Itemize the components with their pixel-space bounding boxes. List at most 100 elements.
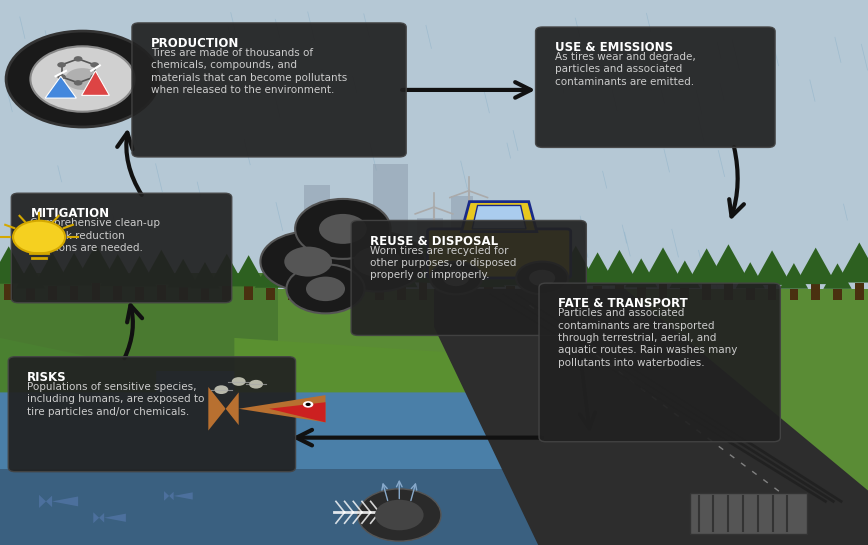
Circle shape xyxy=(74,56,82,62)
Polygon shape xyxy=(434,289,868,545)
Circle shape xyxy=(249,380,263,389)
Polygon shape xyxy=(16,262,45,288)
Text: Populations of sensitive species,
including humans, are exposed to
tire particle: Populations of sensitive species, includ… xyxy=(27,382,205,416)
Polygon shape xyxy=(52,496,78,506)
Polygon shape xyxy=(100,254,135,286)
Bar xyxy=(790,289,799,300)
Bar xyxy=(266,288,275,300)
Bar xyxy=(528,283,536,300)
Polygon shape xyxy=(535,250,574,284)
Circle shape xyxy=(443,270,469,286)
Polygon shape xyxy=(104,513,126,522)
Circle shape xyxy=(90,74,99,80)
Bar xyxy=(48,286,56,300)
Bar xyxy=(417,218,443,262)
Bar xyxy=(0,371,564,545)
Polygon shape xyxy=(234,338,477,392)
Polygon shape xyxy=(555,246,597,283)
Bar xyxy=(549,284,558,300)
Bar xyxy=(724,283,733,300)
Text: RISKS: RISKS xyxy=(27,371,67,384)
Circle shape xyxy=(74,80,82,86)
FancyBboxPatch shape xyxy=(11,193,232,303)
Polygon shape xyxy=(687,249,727,284)
FancyBboxPatch shape xyxy=(690,493,807,534)
Bar xyxy=(681,288,689,300)
Circle shape xyxy=(529,270,556,286)
Bar xyxy=(339,207,360,262)
Polygon shape xyxy=(824,263,852,289)
Bar xyxy=(767,285,776,300)
Text: PRODUCTION: PRODUCTION xyxy=(151,37,240,50)
Bar xyxy=(397,287,405,300)
Bar xyxy=(92,283,101,300)
Text: REUSE & DISPOSAL: REUSE & DISPOSAL xyxy=(371,235,498,247)
Polygon shape xyxy=(45,76,76,98)
Polygon shape xyxy=(208,387,239,431)
FancyBboxPatch shape xyxy=(8,356,295,471)
FancyBboxPatch shape xyxy=(536,27,775,147)
Circle shape xyxy=(306,403,311,406)
Polygon shape xyxy=(239,395,326,422)
Polygon shape xyxy=(231,255,266,286)
Polygon shape xyxy=(423,243,467,283)
Bar xyxy=(373,164,408,262)
Polygon shape xyxy=(275,256,309,287)
Circle shape xyxy=(375,500,424,530)
Polygon shape xyxy=(492,252,529,286)
Bar xyxy=(201,288,209,300)
Polygon shape xyxy=(510,245,554,283)
Text: Worn tires are recycled for
other purposes, or disposed
properly or improperly.: Worn tires are recycled for other purpos… xyxy=(371,246,516,280)
Circle shape xyxy=(13,221,65,253)
Bar xyxy=(833,289,842,300)
Bar xyxy=(288,287,297,300)
Polygon shape xyxy=(385,258,418,287)
Bar xyxy=(855,282,864,300)
FancyBboxPatch shape xyxy=(427,229,570,278)
Bar xyxy=(114,286,122,300)
FancyBboxPatch shape xyxy=(132,23,406,157)
Polygon shape xyxy=(0,246,30,284)
Polygon shape xyxy=(94,512,104,523)
Polygon shape xyxy=(122,256,156,287)
Polygon shape xyxy=(449,253,484,286)
Polygon shape xyxy=(168,259,199,288)
Polygon shape xyxy=(255,260,286,288)
Circle shape xyxy=(303,401,313,408)
Bar xyxy=(4,284,13,300)
Bar xyxy=(157,284,166,300)
Polygon shape xyxy=(472,257,505,287)
Polygon shape xyxy=(319,257,352,287)
Polygon shape xyxy=(340,256,375,287)
Polygon shape xyxy=(669,261,700,288)
Bar xyxy=(615,285,624,300)
Bar xyxy=(179,288,187,300)
FancyBboxPatch shape xyxy=(351,221,587,335)
Circle shape xyxy=(6,31,159,127)
FancyBboxPatch shape xyxy=(539,283,780,441)
Circle shape xyxy=(285,246,332,276)
Circle shape xyxy=(90,62,99,68)
Polygon shape xyxy=(56,253,92,286)
Bar xyxy=(244,286,253,300)
Text: MITIGATION: MITIGATION xyxy=(30,208,109,220)
Bar xyxy=(451,196,473,262)
Circle shape xyxy=(330,232,425,292)
Bar xyxy=(0,289,868,545)
Circle shape xyxy=(30,46,135,112)
Circle shape xyxy=(57,74,66,80)
Circle shape xyxy=(319,214,367,244)
Circle shape xyxy=(358,489,441,541)
Polygon shape xyxy=(39,495,52,508)
Bar xyxy=(332,287,340,300)
Polygon shape xyxy=(736,262,765,288)
Bar xyxy=(222,286,231,300)
Bar xyxy=(659,284,667,300)
Circle shape xyxy=(516,262,569,294)
Circle shape xyxy=(430,262,482,294)
Bar xyxy=(304,185,330,262)
Bar xyxy=(746,288,754,300)
Polygon shape xyxy=(642,247,683,284)
Polygon shape xyxy=(141,250,181,284)
Circle shape xyxy=(286,264,365,313)
